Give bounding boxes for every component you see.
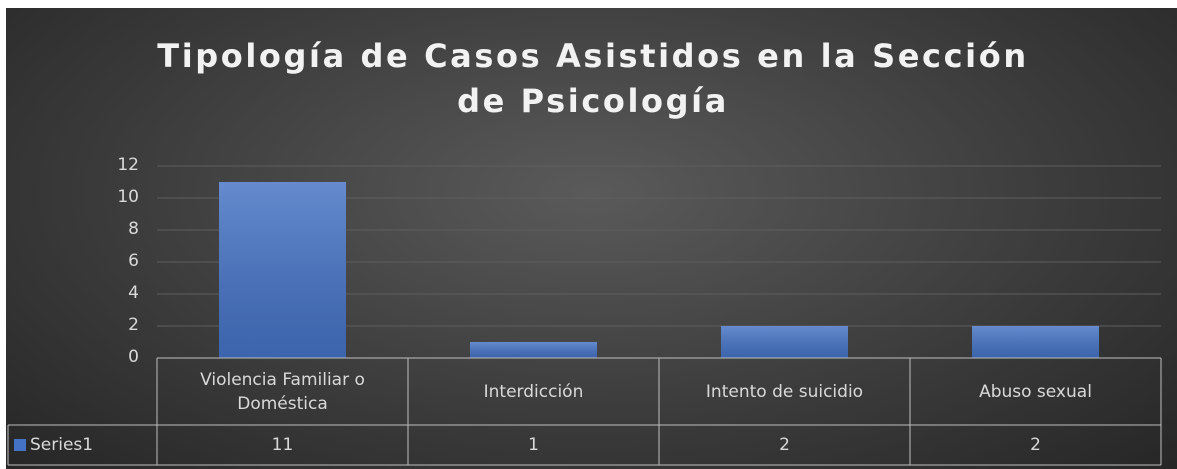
y-tick-label: 10 xyxy=(117,187,139,207)
x-tick-label: Violencia Familiar o Doméstica xyxy=(200,369,365,414)
chart: Tipología de Casos Asistidos en la Secci… xyxy=(6,8,1177,469)
chart-title: Tipología de Casos Asistidos en la Secci… xyxy=(157,37,1029,120)
bar-shade xyxy=(971,326,1100,358)
legend-label: Series1 xyxy=(30,435,94,455)
legend-swatch xyxy=(14,439,26,451)
bar-shade xyxy=(469,342,598,358)
y-tick-label: 4 xyxy=(128,283,139,303)
y-tick-label: 2 xyxy=(128,315,139,335)
y-tick-label: 8 xyxy=(128,219,139,239)
data-table-value: 1 xyxy=(528,435,539,455)
x-tick-label: Abuso sexual xyxy=(979,381,1092,402)
data-table-value: 2 xyxy=(1030,435,1041,455)
x-tick-label: Interdicción xyxy=(483,381,584,402)
x-tick-label: Intento de suicidio xyxy=(705,381,864,402)
bar-shade xyxy=(720,326,849,358)
data-table-value: 2 xyxy=(779,435,790,455)
y-tick-label: 12 xyxy=(117,155,139,175)
data-table-value: 11 xyxy=(271,435,294,455)
bar-shade xyxy=(218,182,347,358)
plot-area xyxy=(7,165,1162,466)
y-tick-label: 0 xyxy=(128,347,139,367)
y-tick-label: 6 xyxy=(128,251,139,271)
